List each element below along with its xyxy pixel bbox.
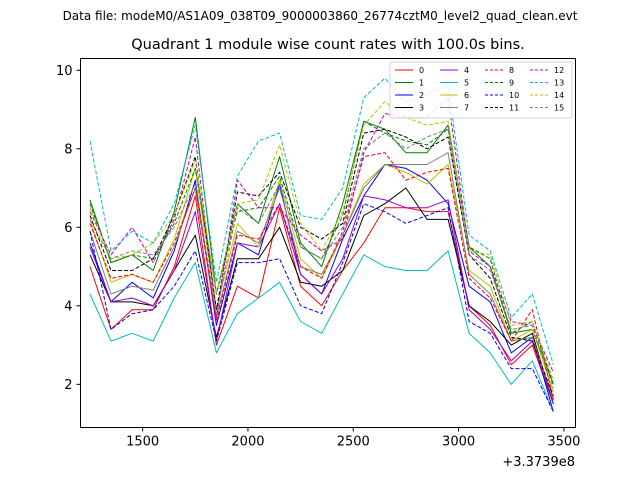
axes-frame (80, 58, 576, 428)
plot-area (80, 58, 576, 428)
series-line-12 (89, 97, 554, 373)
x-tick-label: 3000 (442, 435, 475, 450)
series-line-13 (89, 77, 554, 365)
legend-label-13: 13 (554, 79, 564, 88)
figure-suptitle: Data file: modeM0/AS1A09_038T09_90000038… (63, 9, 578, 23)
legend-label-15: 15 (554, 104, 564, 113)
legend-label-7: 7 (464, 104, 469, 113)
legend-label-5: 5 (464, 79, 469, 88)
legend-label-2: 2 (419, 91, 424, 100)
series-line-7 (89, 152, 554, 401)
series-layer (89, 77, 554, 413)
y-tick-label: 4 (64, 299, 72, 314)
series-line-15 (89, 128, 554, 389)
y-axis: 2 4 6 8 10 (56, 64, 81, 393)
series-line-9 (89, 120, 554, 385)
legend-label-1: 1 (419, 79, 424, 88)
x-tick-label: 2500 (337, 435, 370, 450)
chart-title: Quadrant 1 module wise count rates with … (131, 37, 525, 53)
legend-label-14: 14 (554, 91, 564, 100)
series-line-0 (89, 195, 554, 405)
legend-label-0: 0 (419, 66, 424, 75)
series-line-10 (89, 203, 554, 413)
series-line-8 (89, 152, 554, 401)
legend-label-8: 8 (509, 66, 514, 75)
y-tick-label: 6 (64, 221, 72, 236)
series-line-5 (89, 250, 554, 412)
y-tick-label: 10 (56, 64, 73, 79)
series-line-11 (89, 128, 554, 397)
legend-label-10: 10 (509, 91, 519, 100)
x-tick-label: 2000 (231, 435, 264, 450)
y-tick-label: 8 (64, 142, 72, 157)
legend-label-11: 11 (509, 104, 519, 113)
y-tick-label: 2 (64, 378, 72, 393)
legend-label-6: 6 (464, 91, 469, 100)
legend-label-4: 4 (464, 66, 469, 75)
series-line-14 (89, 101, 554, 381)
series-line-1 (89, 116, 554, 385)
series-line-4 (89, 195, 554, 405)
x-tick-label: 1500 (126, 435, 159, 450)
legend-label-3: 3 (419, 104, 424, 113)
legend-label-9: 9 (509, 79, 514, 88)
legend-label-12: 12 (554, 66, 564, 75)
x-axis: 1500 2000 2500 3000 3500 (126, 427, 580, 450)
x-axis-offset-label: +3.3739e8 (502, 455, 575, 470)
x-tick-label: 3500 (547, 435, 580, 450)
legend-frame (389, 61, 573, 119)
